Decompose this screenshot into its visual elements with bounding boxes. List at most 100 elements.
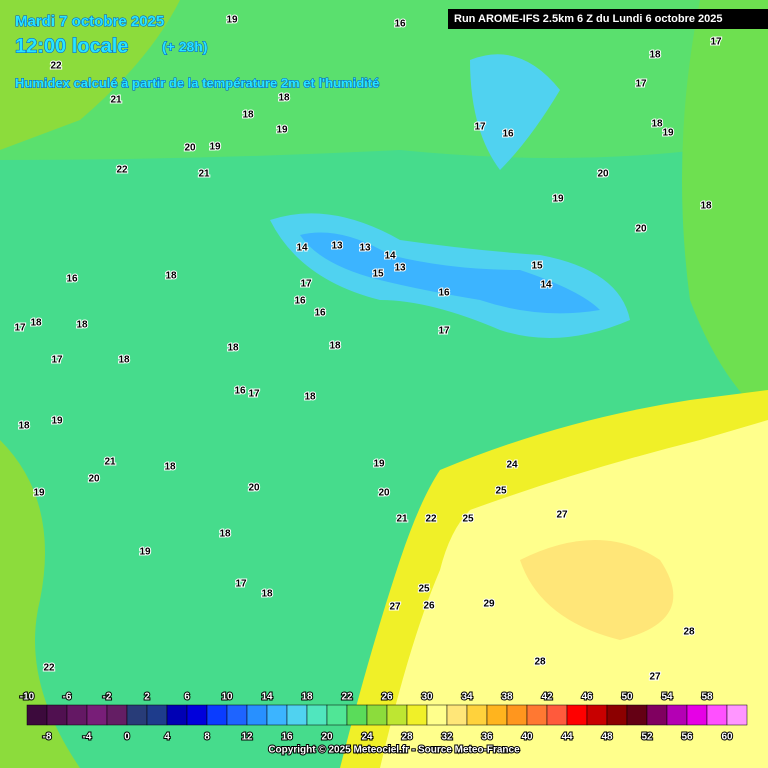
colorbar-swatch bbox=[386, 704, 408, 726]
contour-label: 17 bbox=[14, 323, 26, 334]
contour-label: 16 bbox=[294, 296, 306, 307]
contour-label: 19 bbox=[209, 142, 221, 153]
colorbar-swatch bbox=[406, 704, 428, 726]
contour-label: 18 bbox=[304, 392, 316, 403]
northwest-region bbox=[0, 0, 180, 150]
colorbar-swatch bbox=[606, 704, 628, 726]
contour-label: 17 bbox=[248, 389, 260, 400]
contour-label: 28 bbox=[683, 627, 695, 638]
colorbar-swatch bbox=[526, 704, 548, 726]
colorbar-swatch bbox=[26, 704, 48, 726]
contour-label: 27 bbox=[389, 602, 401, 613]
colorbar-swatch bbox=[186, 704, 208, 726]
colorbar-swatch bbox=[126, 704, 148, 726]
run-info: Run AROME-IFS 2.5km 6 Z du Lundi 6 octob… bbox=[454, 13, 723, 25]
colorbar-tick-label: 30 bbox=[421, 692, 433, 703]
colorbar-tick-label: 32 bbox=[441, 732, 453, 743]
contour-label: 22 bbox=[50, 61, 62, 72]
contour-label: 29 bbox=[483, 599, 495, 610]
contour-label: 25 bbox=[495, 486, 507, 497]
contour-label: 20 bbox=[597, 169, 609, 180]
cool-patch bbox=[470, 54, 560, 170]
colorbar-swatch bbox=[246, 704, 268, 726]
contour-label: 20 bbox=[184, 143, 196, 154]
contour-label: 16 bbox=[502, 129, 514, 140]
colorbar-swatch bbox=[326, 704, 348, 726]
colorbar-swatch bbox=[106, 704, 128, 726]
contour-label: 19 bbox=[276, 125, 288, 136]
east-region bbox=[680, 0, 768, 420]
contour-label: 22 bbox=[116, 165, 128, 176]
colorbar-swatch bbox=[546, 704, 568, 726]
colorbar-swatch bbox=[366, 704, 388, 726]
colorbar-tick-label: 18 bbox=[301, 692, 313, 703]
contour-label: 16 bbox=[438, 288, 450, 299]
colorbar-swatch bbox=[486, 704, 508, 726]
contour-label: 18 bbox=[30, 318, 42, 329]
contour-label: 27 bbox=[556, 510, 568, 521]
colorbar-tick-label: -8 bbox=[43, 732, 52, 743]
contour-label: 15 bbox=[531, 261, 543, 272]
contour-label: 25 bbox=[418, 584, 430, 595]
colorbar-tick-label: 36 bbox=[481, 732, 493, 743]
contour-label: 17 bbox=[710, 37, 722, 48]
contour-label: 17 bbox=[635, 79, 647, 90]
colorbar-tick-label: 22 bbox=[341, 692, 353, 703]
colorbar-tick-label: -10 bbox=[20, 692, 35, 703]
colorbar-swatch bbox=[426, 704, 448, 726]
copyright: Copyright © 2025 Meteociel.fr - Source M… bbox=[268, 745, 520, 756]
colorbar-tick-label: 26 bbox=[381, 692, 393, 703]
contour-label: 13 bbox=[394, 263, 406, 274]
contour-label: 18 bbox=[227, 343, 239, 354]
colorbar-swatch bbox=[146, 704, 168, 726]
contour-label: 19 bbox=[33, 488, 45, 499]
contour-label: 24 bbox=[506, 460, 518, 471]
colorbar-swatch bbox=[506, 704, 528, 726]
contour-label: 18 bbox=[278, 93, 290, 104]
colorbar-tick-label: 48 bbox=[601, 732, 613, 743]
colorbar-tick-label: 44 bbox=[561, 732, 573, 743]
colorbar-swatch bbox=[466, 704, 488, 726]
colorbar-swatch bbox=[566, 704, 588, 726]
contour-label: 16 bbox=[394, 19, 406, 30]
run-box bbox=[448, 9, 768, 29]
colorbar-swatch bbox=[666, 704, 688, 726]
contour-label: 25 bbox=[462, 514, 474, 525]
colorbar-tick-label: 20 bbox=[321, 732, 333, 743]
contour-label: 17 bbox=[474, 122, 486, 133]
contour-label: 14 bbox=[384, 251, 396, 262]
colorbar-tick-label: 52 bbox=[641, 732, 653, 743]
colorbar-swatch bbox=[206, 704, 228, 726]
colorbar-tick-label: 12 bbox=[241, 732, 253, 743]
colorbar-tick-label: 58 bbox=[701, 692, 713, 703]
contour-label: 18 bbox=[700, 201, 712, 212]
colorbar-tick-label: 8 bbox=[204, 732, 210, 743]
colorbar-tick-label: 24 bbox=[361, 732, 373, 743]
contour-label: 19 bbox=[226, 15, 238, 26]
contour-label: 21 bbox=[104, 457, 116, 468]
contour-label: 20 bbox=[248, 483, 260, 494]
field-description: Humidex calculé à partir de la températu… bbox=[15, 75, 379, 90]
contour-label: 21 bbox=[198, 169, 210, 180]
colorbar-tick-label: 34 bbox=[461, 692, 473, 703]
contour-label: 17 bbox=[235, 579, 247, 590]
contour-label: 18 bbox=[165, 271, 177, 282]
colorbar-tick-label: 40 bbox=[521, 732, 533, 743]
cold-band bbox=[300, 232, 600, 314]
contour-label: 18 bbox=[651, 119, 663, 130]
colorbar-tick-label: -4 bbox=[83, 732, 92, 743]
colorbar-tick-label: 38 bbox=[501, 692, 513, 703]
colorbar-swatch bbox=[306, 704, 328, 726]
colorbar-swatch bbox=[66, 704, 88, 726]
contour-label: 16 bbox=[314, 308, 326, 319]
contour-label: 16 bbox=[234, 386, 246, 397]
contour-label: 18 bbox=[76, 320, 88, 331]
contour-label: 14 bbox=[540, 280, 552, 291]
colorbar-tick-label: 60 bbox=[721, 732, 733, 743]
contour-label: 14 bbox=[296, 243, 308, 254]
contour-label: 17 bbox=[51, 355, 63, 366]
colorbar-swatch bbox=[266, 704, 288, 726]
hot-patch bbox=[520, 540, 674, 640]
